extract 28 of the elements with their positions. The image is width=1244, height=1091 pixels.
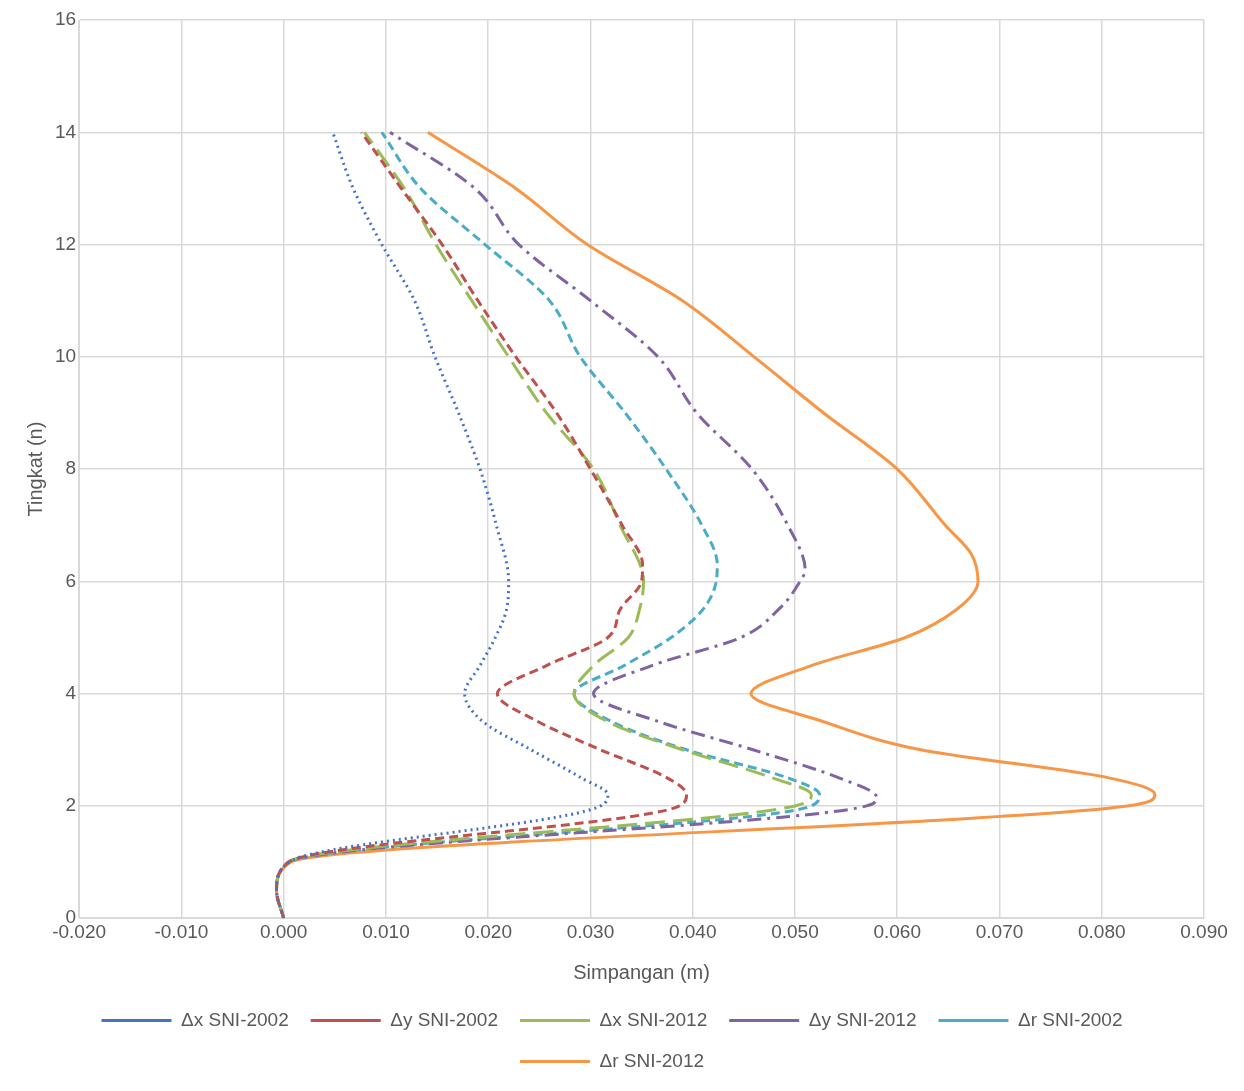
y-tick-label: 8 xyxy=(65,457,77,479)
x-tick-label: 0.060 xyxy=(873,920,921,942)
x-tick-label: 0.030 xyxy=(566,920,615,942)
legend-label: Δx SNI-2002 xyxy=(180,1008,289,1030)
x-axis-title: Simpangan (m) xyxy=(573,960,710,983)
x-tick-label: 0.010 xyxy=(362,920,410,942)
x-tick-label: 0.040 xyxy=(668,920,717,942)
legend-label: Δy SNI-2012 xyxy=(808,1008,917,1030)
x-tick-label: -0.010 xyxy=(154,920,209,942)
y-tick-label: 2 xyxy=(65,794,77,816)
line-series xyxy=(275,130,689,919)
y-tick-label: 4 xyxy=(65,681,77,703)
y-tick-label: 10 xyxy=(54,345,77,367)
legend-label: Δx SNI-2012 xyxy=(599,1008,708,1030)
y-axis-title: Tingkat (n) xyxy=(23,421,46,517)
x-tick-label: 0.090 xyxy=(1180,920,1228,942)
y-tick-label: 12 xyxy=(54,232,77,254)
legend-label: Δy SNI-2002 xyxy=(390,1008,498,1030)
y-tick-label: 14 xyxy=(54,120,77,142)
legend-label: Δr SNI-2012 xyxy=(599,1049,705,1071)
x-tick-label: 0.020 xyxy=(464,920,512,942)
x-tick-label: 0.080 xyxy=(1077,920,1126,942)
y-tick-label: 6 xyxy=(65,569,77,591)
legend-label: Δr SNI-2002 xyxy=(1017,1008,1123,1030)
y-tick-label: 16 xyxy=(54,8,77,30)
x-tick-label: 0.070 xyxy=(975,920,1024,942)
x-tick-label: 0.050 xyxy=(771,920,819,942)
x-tick-label: 0.000 xyxy=(259,920,308,942)
